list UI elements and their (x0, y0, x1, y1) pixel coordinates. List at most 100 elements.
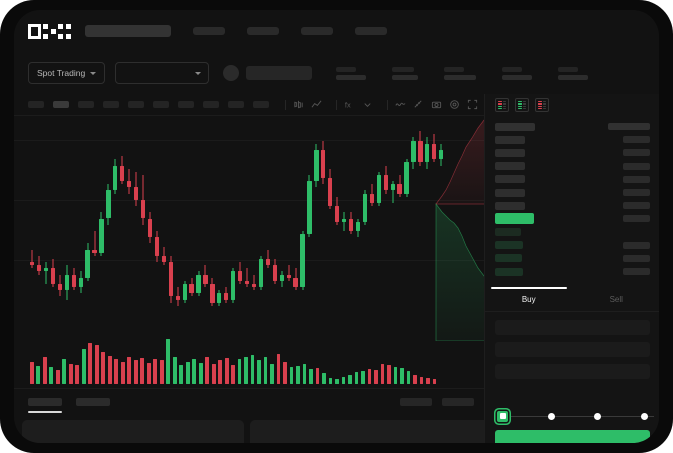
timeframe-0[interactable] (28, 101, 44, 108)
orderbook-bid-row[interactable] (495, 252, 650, 265)
step-node-1[interactable] (547, 412, 555, 420)
order-field-total[interactable] (495, 364, 650, 379)
tab-sell[interactable]: Sell (609, 295, 623, 304)
trading-pair-select[interactable] (115, 62, 210, 84)
step-node-3[interactable] (641, 412, 649, 420)
orderbook-ask-row[interactable] (495, 186, 650, 199)
volume-bar (68, 363, 73, 384)
timeframe-4[interactable] (128, 101, 144, 108)
volume-bar (302, 363, 307, 384)
orderbook[interactable] (485, 116, 659, 288)
market-type-select[interactable]: Spot Trading (28, 62, 106, 84)
submit-order-button[interactable] (495, 430, 650, 443)
candlestick (355, 116, 361, 321)
orderbook-ask-row[interactable] (495, 146, 650, 159)
orderbook-ask-row[interactable] (495, 160, 650, 173)
timeframe-1[interactable] (53, 101, 69, 108)
ruler-icon[interactable] (413, 99, 424, 110)
orders-action-1[interactable] (442, 397, 474, 406)
candlestick (328, 116, 333, 321)
nav-item-3[interactable] (355, 27, 387, 35)
order-field-price[interactable] (495, 320, 650, 335)
order-field-amount[interactable] (495, 342, 650, 357)
chevron-down-icon (195, 71, 202, 75)
orderbook-bid-row[interactable] (495, 226, 650, 239)
wave-icon[interactable] (395, 99, 406, 110)
orders-action-0[interactable] (400, 397, 432, 406)
orderbook-ask-row[interactable] (495, 199, 650, 212)
orderbook-bid-row[interactable] (495, 265, 650, 278)
candlestick (369, 116, 375, 321)
timeframe-9[interactable] (253, 101, 269, 108)
orderbook-spread-row[interactable] (495, 212, 650, 225)
order-form (485, 312, 659, 404)
price-chart[interactable] (14, 116, 484, 388)
orderbook-both-icon[interactable] (495, 98, 509, 112)
volume-bar (192, 359, 197, 384)
timeframe-3[interactable] (103, 101, 119, 108)
dropdown-icon[interactable] (362, 99, 373, 110)
candlestick (92, 116, 97, 321)
candlestick (244, 116, 250, 321)
timeframe-2[interactable] (78, 101, 94, 108)
logo-letter-o (28, 23, 41, 39)
indicator-icon[interactable]: fx (344, 99, 355, 110)
volume-bar (114, 359, 119, 384)
candlestick (210, 116, 215, 321)
candlestick (120, 116, 125, 321)
volume-bar (387, 364, 391, 384)
stat-item (336, 66, 367, 80)
orderbook-ask-row[interactable] (495, 133, 650, 146)
chart-toolbar: fx (14, 94, 659, 116)
step-node-current[interactable] (497, 410, 508, 422)
timeframe-8[interactable] (228, 101, 244, 108)
volume-bar (88, 343, 93, 384)
volume-bar (30, 361, 34, 384)
volume-bar (432, 378, 437, 384)
candlestick (265, 116, 271, 321)
volume-bar (62, 359, 67, 384)
step-node-2[interactable] (594, 412, 602, 420)
nav-item-0[interactable] (193, 27, 225, 35)
bottom-panel-0[interactable] (22, 420, 244, 443)
candlestick (300, 116, 305, 321)
line-chart-icon[interactable] (311, 99, 322, 110)
orderbook-ask-row[interactable] (495, 173, 650, 186)
volume-bar (205, 357, 210, 384)
volume-bar (36, 365, 41, 384)
timeframe-6[interactable] (178, 101, 194, 108)
orderbook-bids-icon[interactable] (515, 98, 529, 112)
tab-buy[interactable]: Buy (485, 287, 573, 311)
market-type-label: Spot Trading (37, 68, 86, 78)
nav-item-1[interactable] (247, 27, 279, 35)
fullscreen-icon[interactable] (467, 99, 478, 110)
tab-open-orders[interactable] (28, 397, 62, 413)
volume-bar (81, 349, 86, 384)
candlestick-icon[interactable] (293, 99, 304, 110)
trade-side-tabs: Buy Sell (485, 287, 659, 312)
candlestick (189, 116, 194, 321)
volume-bar (413, 374, 417, 384)
volume-bar (270, 363, 274, 384)
timeframe-7[interactable] (203, 101, 219, 108)
candlestick (251, 116, 257, 321)
orderbook-bid-row[interactable] (495, 239, 650, 252)
search-input[interactable] (85, 25, 171, 37)
tab-order-history[interactable] (76, 397, 110, 406)
volume-bar (120, 361, 125, 384)
candlestick (168, 116, 173, 321)
nav-item-2[interactable] (301, 27, 333, 35)
okx-logo[interactable] (28, 23, 71, 39)
logo-letter-k (43, 23, 56, 39)
candlestick (147, 116, 153, 321)
camera-icon[interactable] (431, 99, 442, 110)
divider (336, 99, 337, 110)
volume-bar (341, 376, 346, 384)
volume-bar (107, 356, 112, 384)
timeframe-5[interactable] (153, 101, 169, 108)
divider (285, 99, 286, 110)
volume-bar (127, 357, 132, 384)
svg-text:fx: fx (345, 100, 351, 109)
orderbook-asks-icon[interactable] (535, 98, 549, 112)
settings-icon[interactable] (449, 99, 460, 110)
